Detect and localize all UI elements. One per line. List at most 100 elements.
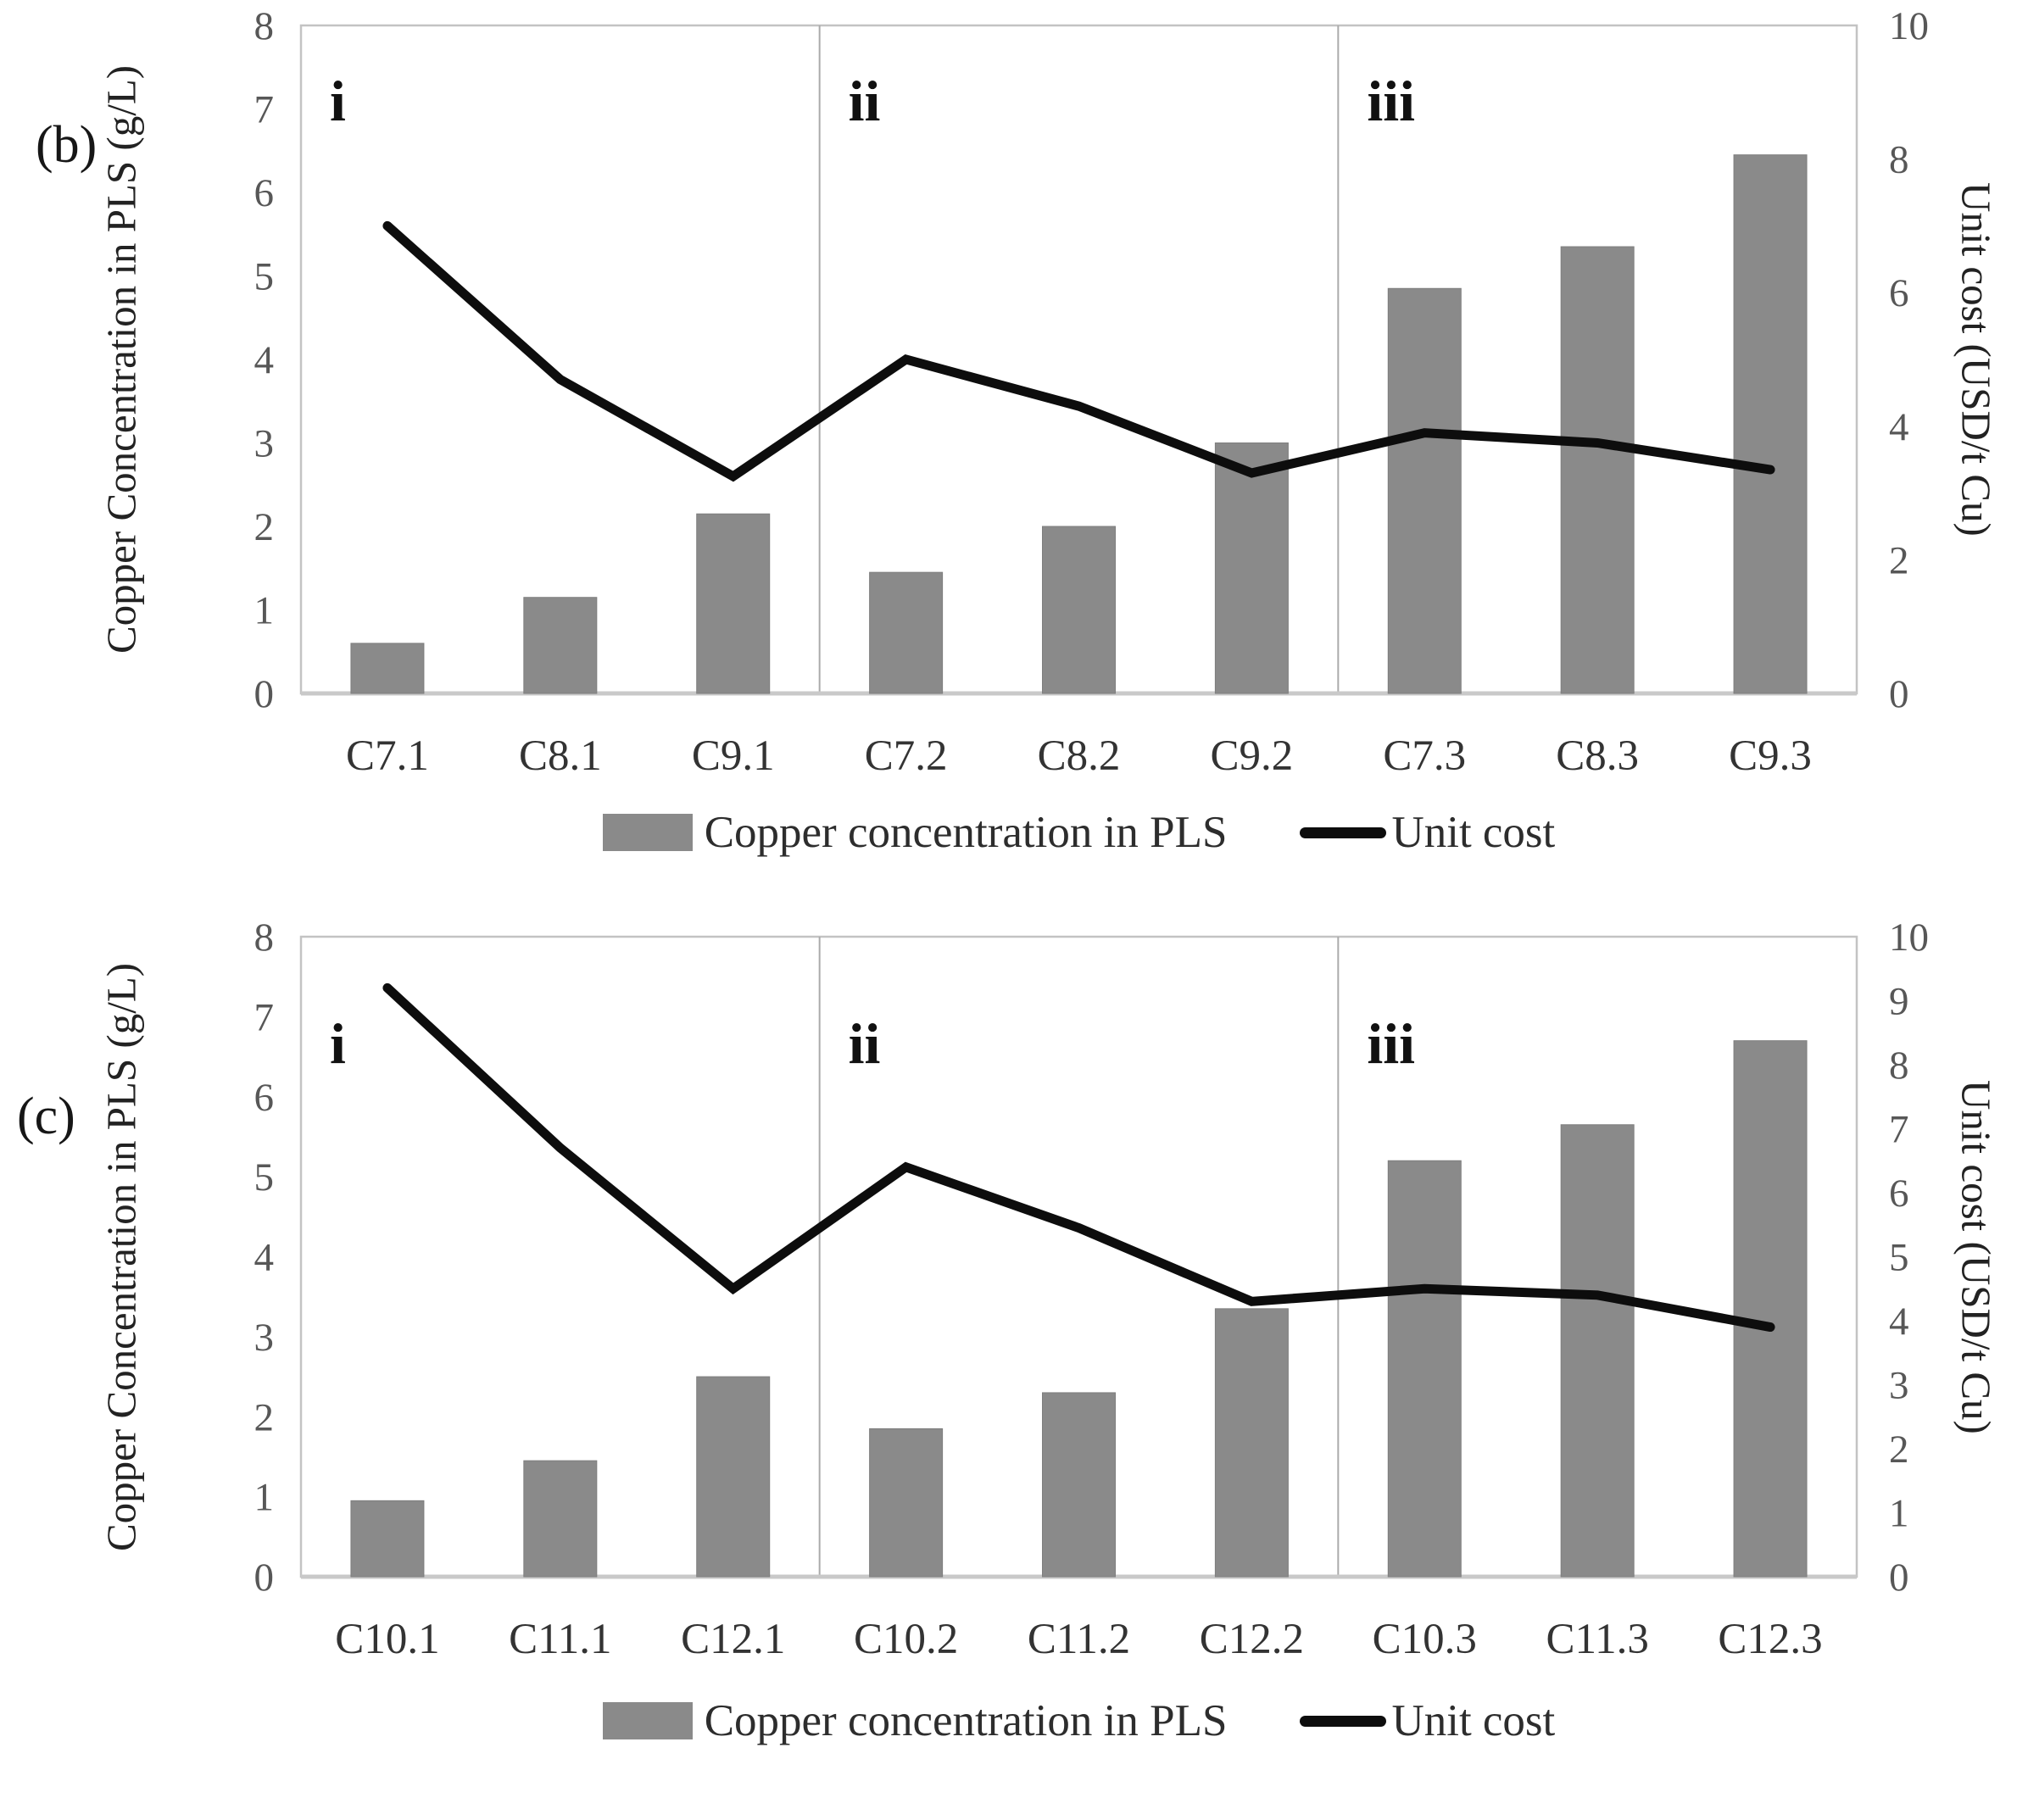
chart-c-right-axis-title: Unit cost (USD/t Cu) — [1953, 1079, 2000, 1434]
left-axis-tick-0: 0 — [254, 672, 275, 716]
x-label-C7.1: C7.1 — [346, 732, 429, 780]
x-label-C9.3: C9.3 — [1729, 732, 1812, 780]
right-axis-tick-0: 0 — [1889, 672, 1909, 716]
legend-item-unit-cost: Unit cost — [1300, 1695, 1555, 1746]
legend-label-copper: Copper concentration in PLS — [704, 1696, 1228, 1745]
x-label-C9.1: C9.1 — [692, 732, 775, 780]
panel-label-ii: ii — [849, 69, 881, 133]
right-axis-tick-6: 6 — [1889, 1172, 1909, 1216]
left-axis-tick-6: 6 — [254, 1076, 275, 1120]
x-label-C8.3: C8.3 — [1556, 732, 1639, 780]
right-axis-tick-2: 2 — [1889, 538, 1909, 582]
bar-C10.1 — [350, 1500, 425, 1578]
left-axis-tick-4: 4 — [254, 1236, 275, 1280]
right-axis-tick-4: 4 — [1889, 1300, 1909, 1344]
unit-cost-line — [382, 982, 1775, 1333]
bar-C9.2 — [1214, 442, 1289, 694]
x-label-C12.3: C12.3 — [1718, 1616, 1822, 1663]
left-axis-tick-5: 5 — [254, 1155, 275, 1199]
bar-C7.2 — [869, 571, 944, 694]
right-axis-tick-3: 3 — [1889, 1364, 1909, 1408]
bar-C10.3 — [1387, 1160, 1462, 1578]
panel-label-iii: iii — [1367, 1011, 1415, 1076]
legend-label-unit-cost: Unit cost — [1391, 1696, 1556, 1745]
panel-label-iii: iii — [1367, 69, 1415, 133]
left-axis-tick-8: 8 — [254, 4, 275, 48]
right-axis-tick-6: 6 — [1889, 271, 1909, 315]
panel-label-ii: ii — [849, 1011, 881, 1076]
left-axis-tick-1: 1 — [254, 1476, 275, 1520]
x-label-C7.3: C7.3 — [1383, 732, 1466, 780]
bar-C12.1 — [696, 1376, 771, 1578]
left-axis-tick-5: 5 — [254, 255, 275, 299]
x-label-C7.2: C7.2 — [865, 732, 948, 780]
right-axis-tick-8: 8 — [1889, 138, 1909, 182]
x-label-C9.2: C9.2 — [1210, 732, 1293, 780]
left-axis-tick-8: 8 — [254, 916, 275, 960]
bar-C11.1 — [523, 1460, 598, 1578]
x-label-C10.3: C10.3 — [1373, 1616, 1477, 1663]
chart-c-legend: Copper concentration in PLS Unit cost — [301, 1695, 1857, 1746]
bar-C7.1 — [350, 643, 425, 694]
panel-label-i: i — [330, 69, 346, 133]
x-label-C11.3: C11.3 — [1546, 1616, 1648, 1663]
right-axis-tick-10: 10 — [1889, 4, 1929, 48]
right-axis-tick-4: 4 — [1889, 405, 1909, 449]
x-label-C8.1: C8.1 — [519, 732, 602, 780]
bar-swatch-icon — [602, 1702, 693, 1739]
bar-C12.2 — [1214, 1308, 1289, 1578]
bar-C11.2 — [1042, 1392, 1116, 1578]
x-label-C10.2: C10.2 — [854, 1616, 958, 1663]
bar-C11.3 — [1560, 1124, 1635, 1578]
legend-label-unit-cost: Unit cost — [1391, 808, 1556, 857]
line-swatch-icon — [1300, 1715, 1387, 1727]
x-label-C10.1: C10.1 — [335, 1616, 439, 1663]
bar-C12.3 — [1733, 1040, 1808, 1578]
left-axis-tick-2: 2 — [254, 1395, 275, 1439]
bar-C9.3 — [1733, 154, 1808, 694]
chart-b-legend: Copper concentration in PLS Unit cost — [301, 807, 1857, 858]
bar-C8.3 — [1560, 246, 1635, 694]
x-label-C8.2: C8.2 — [1038, 732, 1121, 780]
chart-b-right-axis-title: Unit cost (USD/t Cu) — [1953, 182, 2000, 537]
right-axis-tick-1: 1 — [1889, 1492, 1909, 1536]
bar-C9.1 — [696, 513, 771, 694]
legend-item-copper: Copper concentration in PLS — [602, 1695, 1228, 1746]
right-axis-tick-2: 2 — [1889, 1428, 1909, 1472]
left-axis-tick-7: 7 — [254, 995, 275, 1039]
left-axis-tick-4: 4 — [254, 338, 275, 382]
left-axis-tick-1: 1 — [254, 589, 275, 633]
right-axis-tick-10: 10 — [1889, 916, 1929, 960]
unit-cost-line — [382, 220, 1775, 482]
right-axis-tick-9: 9 — [1889, 980, 1909, 1024]
left-axis-tick-3: 3 — [254, 1316, 275, 1360]
left-axis-tick-0: 0 — [254, 1556, 275, 1600]
right-axis-tick-8: 8 — [1889, 1044, 1909, 1088]
bar-C7.3 — [1387, 287, 1462, 694]
left-axis-tick-2: 2 — [254, 505, 275, 549]
bar-C8.1 — [523, 597, 598, 694]
legend-item-unit-cost: Unit cost — [1300, 807, 1555, 858]
left-axis-tick-6: 6 — [254, 171, 275, 215]
panel-label-i: i — [330, 1011, 346, 1076]
x-label-C12.1: C12.1 — [681, 1616, 785, 1663]
x-label-C11.2: C11.2 — [1028, 1616, 1130, 1663]
right-axis-tick-0: 0 — [1889, 1556, 1909, 1600]
legend-label-copper: Copper concentration in PLS — [704, 808, 1228, 857]
x-label-C11.1: C11.1 — [509, 1616, 611, 1663]
x-label-C12.2: C12.2 — [1200, 1616, 1304, 1663]
bar-swatch-icon — [602, 814, 693, 851]
legend-item-copper: Copper concentration in PLS — [602, 807, 1228, 858]
figure-label-b: (b) — [36, 116, 98, 174]
bar-C10.2 — [869, 1428, 944, 1578]
figure-label-c: (c) — [17, 1088, 75, 1145]
right-axis-tick-7: 7 — [1889, 1108, 1909, 1152]
left-axis-tick-3: 3 — [254, 422, 275, 466]
right-axis-tick-5: 5 — [1889, 1236, 1909, 1280]
bar-C8.2 — [1042, 526, 1116, 694]
line-swatch-icon — [1300, 827, 1387, 838]
left-axis-tick-7: 7 — [254, 88, 275, 132]
